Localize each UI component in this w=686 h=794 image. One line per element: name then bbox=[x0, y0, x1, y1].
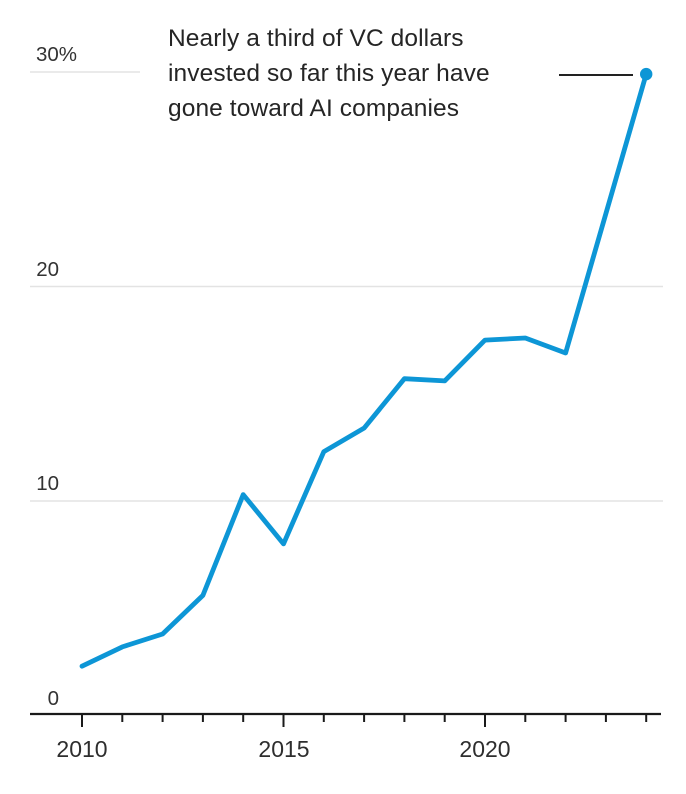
x-tick-label-2010: 2010 bbox=[56, 736, 108, 762]
chart-annotation: Nearly a third of VC dollars invested so… bbox=[168, 21, 588, 126]
x-tick-label-2015: 2015 bbox=[258, 736, 310, 762]
x-axis-ticks bbox=[81, 714, 648, 727]
trend-line bbox=[79, 71, 649, 669]
y-tick-label-30: 30% bbox=[35, 43, 77, 66]
annotation-line-1: Nearly a third of VC dollars bbox=[168, 25, 464, 52]
y-tick-label-10: 10 bbox=[36, 472, 59, 495]
annotation-line-3: gone toward AI companies bbox=[168, 95, 460, 122]
x-tick-label-2020: 2020 bbox=[459, 736, 511, 762]
y-tick-label-0: 0 bbox=[47, 687, 59, 710]
annotation-line-2: invested so far this year have bbox=[168, 60, 490, 87]
y-tick-label-20: 20 bbox=[36, 258, 59, 281]
endpoint-dot bbox=[640, 67, 653, 81]
gridlines bbox=[30, 71, 663, 502]
